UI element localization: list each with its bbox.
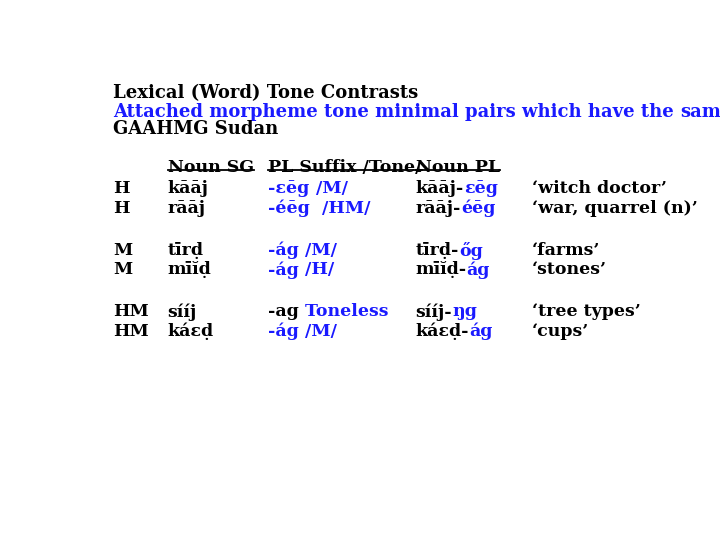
Text: -ɛēg: -ɛēg (269, 180, 310, 197)
Text: Attached morpheme tone minimal pairs which have the: Attached morpheme tone minimal pairs whi… (113, 103, 680, 120)
Text: PL Suffix /Tone/: PL Suffix /Tone/ (269, 159, 422, 176)
Text: ‘war, quarrel (n)’: ‘war, quarrel (n)’ (532, 200, 698, 217)
Text: -ág: -ág (269, 323, 299, 340)
Text: -ag: -ag (269, 303, 299, 321)
Text: ‘farms’: ‘farms’ (532, 242, 600, 259)
Text: kāāj: kāāj (168, 180, 208, 197)
Text: őg: őg (459, 242, 482, 260)
Text: káɛḍ-: káɛḍ- (415, 323, 469, 340)
Text: ‘tree types’: ‘tree types’ (532, 303, 641, 321)
Text: tīrḍ: tīrḍ (168, 242, 204, 259)
Text: -ág: -ág (269, 261, 299, 279)
Text: Noun SG: Noun SG (168, 159, 253, 176)
Text: mīĭḍ-: mīĭḍ- (415, 261, 467, 278)
Text: sííj-: sííj- (415, 303, 452, 321)
Text: ág: ág (467, 261, 490, 279)
Text: M: M (113, 261, 132, 278)
Text: ‘cups’: ‘cups’ (532, 323, 589, 340)
Text: sííj: sííj (168, 303, 197, 321)
Text: kāāj-: kāāj- (415, 180, 464, 197)
Text: H: H (113, 200, 130, 217)
Text: Lexical (Word) Tone Contrasts: Lexical (Word) Tone Contrasts (113, 84, 418, 102)
Text: ‘stones’: ‘stones’ (532, 261, 607, 278)
Text: /HM/: /HM/ (310, 200, 371, 217)
Text: GAAHMG Sudan: GAAHMG Sudan (113, 120, 279, 138)
Text: same: same (680, 103, 720, 120)
Text: HM: HM (113, 323, 149, 340)
Text: M: M (113, 242, 132, 259)
Text: /M/: /M/ (310, 180, 348, 197)
Text: -ág: -ág (269, 242, 299, 259)
Text: mīĭḍ: mīĭḍ (168, 261, 211, 278)
Text: -éēg: -éēg (269, 200, 310, 217)
Text: tīrḍ-: tīrḍ- (415, 242, 459, 259)
Text: rāāj-: rāāj- (415, 200, 461, 217)
Text: Toneless: Toneless (299, 303, 389, 321)
Text: HM: HM (113, 303, 149, 321)
Text: H: H (113, 180, 130, 197)
Text: ŋg: ŋg (452, 303, 477, 321)
Text: /H/: /H/ (299, 261, 334, 278)
Text: ág: ág (469, 323, 492, 340)
Text: ‘witch doctor’: ‘witch doctor’ (532, 180, 667, 197)
Text: éēg: éēg (461, 200, 495, 217)
Text: káɛḍ: káɛḍ (168, 323, 214, 340)
Text: ɛēg: ɛēg (464, 180, 498, 197)
Text: /M/: /M/ (299, 323, 337, 340)
Text: rāāj: rāāj (168, 200, 205, 217)
Text: Noun PL: Noun PL (415, 159, 500, 176)
Text: /M/: /M/ (299, 242, 337, 259)
